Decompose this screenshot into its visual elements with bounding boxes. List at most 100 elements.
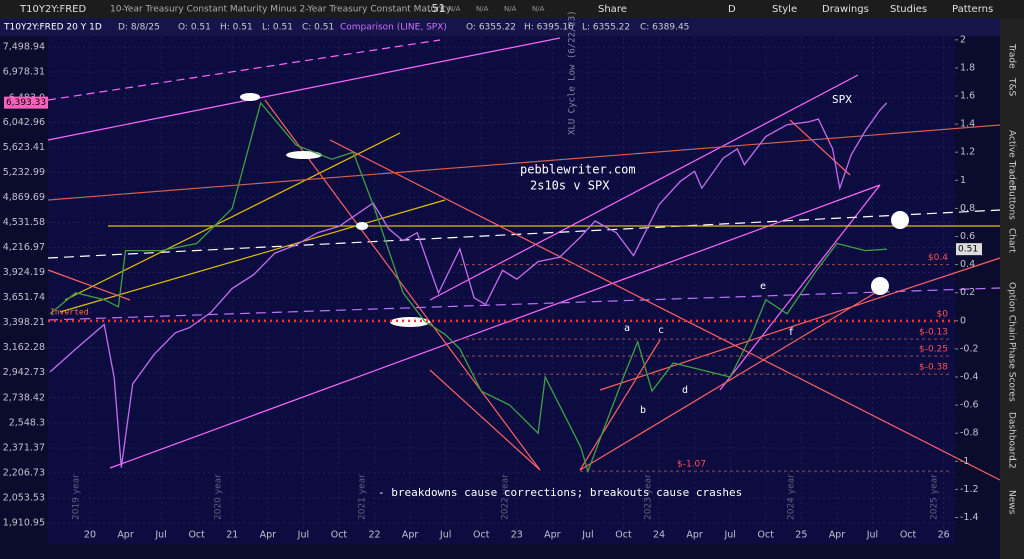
level-label: $0.4: [928, 253, 948, 263]
symbol[interactable]: T10Y2Y:FRED: [19, 4, 86, 15]
x-tick-label: Jul: [866, 530, 878, 541]
x-tick-label: 25: [795, 530, 807, 541]
comparison-field: L: 6355.22: [582, 23, 630, 33]
y2-tick-label: -1.2: [960, 484, 979, 495]
marker: [356, 222, 368, 230]
series-line: [49, 101, 887, 474]
x-tick-label: Oct: [188, 530, 205, 541]
side-tab[interactable]: Buttons: [1007, 185, 1017, 220]
year-label: 2024 year: [787, 474, 797, 520]
comparison-label: Comparison (LINE, SPX): [340, 23, 447, 33]
comparison-field: C: 6389.45: [640, 23, 689, 33]
y2-tick-label: 0.4: [960, 259, 975, 270]
trend-line: [429, 74, 859, 301]
x-tick-label: 21: [226, 530, 238, 541]
y2-tick-label: 1.8: [960, 62, 975, 73]
year-label: 2020 year: [214, 474, 224, 520]
year-label: 2021 year: [358, 474, 368, 520]
y-tick-label: 2,738.42: [3, 392, 45, 403]
level-label: $-0.38: [919, 363, 948, 373]
ohlc-field: D: 8/8/25: [118, 23, 160, 33]
x-tick-label: Jul: [297, 530, 309, 541]
last-value-tag: [956, 243, 982, 256]
level-label: $-0.13: [919, 328, 948, 338]
y2-tick-label: 1.2: [960, 147, 975, 158]
trend-line: [47, 287, 1001, 321]
side-tab[interactable]: Chart: [1007, 228, 1017, 253]
side-tab[interactable]: Option Chain: [1007, 282, 1017, 341]
trend-line: [47, 269, 131, 301]
marker: [240, 93, 260, 101]
level-label: $-1.07: [677, 460, 706, 470]
toolbar-button[interactable]: Drawings: [822, 4, 869, 15]
y-tick-label: 2,371.37: [3, 442, 45, 453]
side-tab[interactable]: Trade: [1007, 43, 1017, 69]
side-tab[interactable]: Active Trader: [1007, 130, 1017, 189]
toolbar-button[interactable]: Style: [772, 4, 797, 15]
side-tab[interactable]: T&S: [1007, 77, 1017, 97]
stat: N/A: [476, 5, 489, 13]
y-tick-label: 3,398.21: [3, 317, 45, 328]
trend-line: [789, 119, 851, 176]
annotation: f: [788, 327, 794, 338]
x-tick-label: Apr: [117, 530, 134, 541]
last-value-label: 0.51: [958, 245, 978, 255]
toolbar-button[interactable]: D: [728, 4, 736, 15]
x-tick-label: Apr: [260, 530, 277, 541]
toolbar-button[interactable]: Patterns: [952, 4, 993, 15]
x-tick-label: Apr: [686, 530, 703, 541]
last-value-tag: [4, 96, 48, 109]
x-tick-label: 26: [938, 530, 950, 541]
x-tick-label: Oct: [758, 530, 775, 541]
y-tick-label: 5,232.99: [3, 167, 45, 178]
x-tick-label: Oct: [473, 530, 490, 541]
trend-line: [264, 99, 541, 471]
x-tick-label: 24: [653, 530, 665, 541]
trend-line: [47, 37, 561, 141]
marker: [286, 151, 322, 159]
x-tick-label: 22: [368, 530, 380, 541]
y-tick-label: 2,548.3: [9, 417, 45, 428]
grid: [48, 37, 955, 540]
level-label: $-0.25: [919, 344, 948, 354]
y2-tick-label: 1: [960, 175, 966, 186]
comparison-field: H: 6395.16: [524, 23, 574, 33]
trend-line: [429, 369, 541, 471]
year-label: 2022 year: [501, 474, 511, 520]
toolbar-button[interactable]: Studies: [890, 4, 927, 15]
y-tick-label: 3,924.19: [3, 267, 45, 278]
y2-tick-label: 1.6: [960, 91, 975, 102]
x-tick-label: Oct: [900, 530, 917, 541]
level-label: $0: [937, 309, 949, 319]
toolbar-button[interactable]: Share: [598, 4, 627, 15]
y-tick-label: 4,531.58: [3, 217, 45, 228]
side-tabs: [1000, 18, 1024, 559]
y-tick-label: 6,978.31: [3, 67, 45, 78]
description: 10-Year Treasury Constant Maturity Minus…: [110, 5, 452, 15]
trend-line: [47, 124, 1001, 201]
marker: [891, 211, 909, 229]
series-label: SPX: [832, 93, 852, 106]
x-tick-label: Apr: [544, 530, 561, 541]
trend-line: [64, 132, 401, 301]
annotation: - breakdowns cause corrections; breakout…: [378, 486, 742, 499]
side-tab[interactable]: Dashboard: [1007, 412, 1017, 461]
stat: N/A: [448, 5, 461, 13]
side-tab[interactable]: L2: [1007, 458, 1017, 469]
y2-tick-label: 1.4: [960, 119, 975, 130]
y-tick-label: 2,942.73: [3, 367, 45, 378]
y-tick-label: 4,216.97: [3, 242, 45, 253]
last-value-label: 6,393.33: [6, 98, 46, 108]
annotation: e: [760, 281, 766, 292]
y2-tick-label: -1: [960, 456, 969, 467]
annotation: b: [640, 405, 646, 416]
side-tab[interactable]: News: [1007, 490, 1017, 515]
y2-tick-label: 2: [960, 34, 966, 45]
trend-line: [719, 184, 881, 391]
side-tab[interactable]: Phase Scores: [1007, 342, 1017, 402]
y-tick-label: 2,206.73: [3, 467, 45, 478]
stat: N/A: [532, 5, 545, 13]
y2-tick-label: -0.2: [960, 343, 979, 354]
annotation: pebblewriter.com: [520, 163, 636, 177]
